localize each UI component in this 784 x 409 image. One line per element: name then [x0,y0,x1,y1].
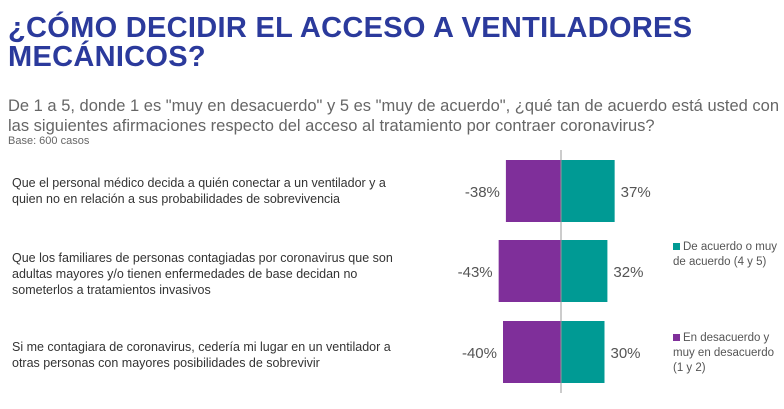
legend-label: De acuerdo o muy de acuerdo (4 y 5) [673,241,777,268]
legend-swatch-agree [673,243,680,250]
legend-agree: De acuerdo o muy de acuerdo (4 y 5) [673,240,783,270]
category-label-1: Que el personal médico decida a quién co… [12,176,386,206]
category-label-3: Si me contagiara de coronavirus, cedería… [12,340,391,370]
bar-agree [561,240,608,302]
data-label-disagree: -38% [465,184,500,201]
bar-disagree [498,240,561,302]
bar-agree [561,321,605,383]
base-note: Base: 600 casos [8,135,90,147]
bar-disagree [503,321,561,383]
data-label-disagree: -40% [462,345,497,362]
legend-disagree: En desacuerdo y muy en desacuerdo (1 y 2… [673,331,783,376]
data-label-disagree: -43% [458,264,493,281]
data-label-agree: 32% [613,264,643,281]
page-title: ¿CÓMO DECIDIR EL ACCESO A VENTILADORES M… [8,12,693,73]
bar-agree [561,160,615,222]
legend-label: En desacuerdo y muy en desacuerdo (1 y 2… [673,332,775,374]
data-label-agree: 37% [621,184,651,201]
bar-disagree [505,160,561,222]
category-label-2: Que los familiares de personas contagiad… [12,251,393,297]
subtitle: De 1 a 5, donde 1 es "muy en desacuerdo"… [8,97,779,135]
data-label-agree: 30% [611,345,641,362]
legend-swatch-disagree [673,334,680,341]
